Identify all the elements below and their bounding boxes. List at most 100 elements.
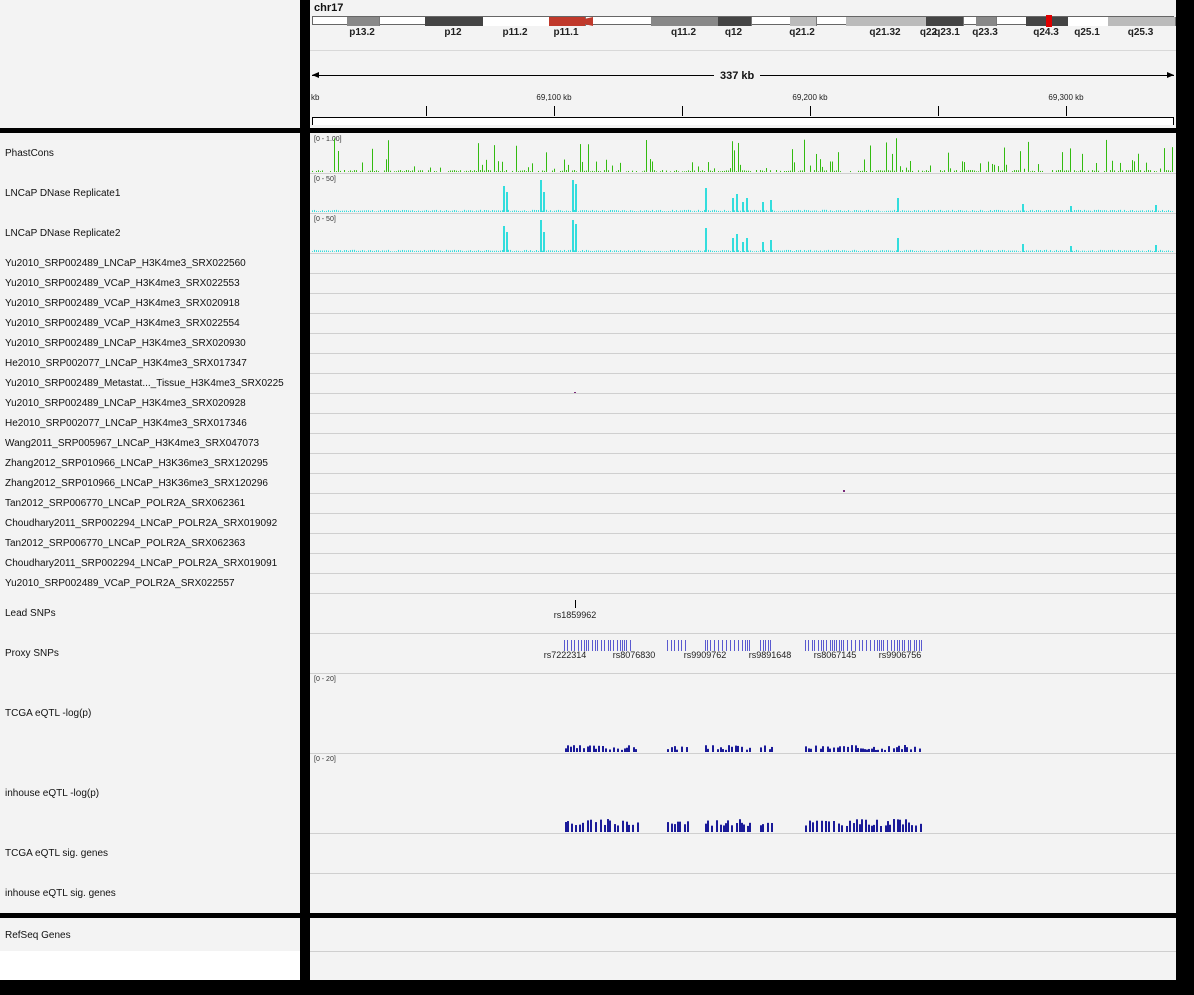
dnase-1-track[interactable] [310, 173, 1176, 213]
phastcons-bar [1172, 147, 1173, 172]
chip-track-row[interactable] [310, 333, 1176, 334]
chip-track-row[interactable] [310, 433, 1176, 434]
phastcons-bar [814, 170, 815, 172]
dnase-bar [630, 250, 631, 252]
track-label-dnase-1[interactable]: LNCaP DNase Replicate1 [5, 188, 121, 199]
chip-track-row[interactable] [310, 473, 1176, 474]
ideogram-band[interactable] [976, 17, 997, 26]
track-label-chip[interactable]: Wang2011_SRP005967_LNCaP_H3K4me3_SRX0470… [5, 438, 260, 449]
chip-track-row[interactable] [310, 593, 1176, 594]
track-label-chip[interactable]: Yu2010_SRP002489_VCaP_H3K4me3_SRX020918 [5, 298, 240, 309]
track-label-chip[interactable]: Tan2012_SRP006770_LNCaP_POLR2A_SRX062361 [5, 498, 246, 509]
dnase-bar [1112, 210, 1113, 212]
dnase-bar [804, 209, 805, 212]
track-label-chip[interactable]: Yu2010_SRP002489_Metastat..._Tissue_H3K4… [5, 378, 284, 389]
dnase-bar [638, 250, 639, 252]
phastcons-bar [474, 170, 475, 172]
inhouse-eqtl-track[interactable] [310, 753, 1176, 833]
track-label-chip[interactable]: Yu2010_SRP002489_LNCaP_H3K4me3_SRX022560 [5, 258, 246, 269]
track-label-chip[interactable]: Yu2010_SRP002489_VCaP_POLR2A_SRX022557 [5, 578, 235, 589]
chip-track-row[interactable] [310, 513, 1176, 514]
track-label-chip[interactable]: He2010_SRP002077_LNCaP_H3K4me3_SRX017346 [5, 418, 247, 429]
dnase-bar [1098, 209, 1099, 212]
dnase-bar [460, 211, 461, 212]
chip-track-row[interactable] [310, 533, 1176, 534]
dnase-bar [778, 250, 779, 252]
proxy-snps-track[interactable] [310, 638, 1176, 658]
dnase-bar [918, 210, 919, 212]
phastcons-track[interactable] [310, 133, 1176, 173]
chip-track-row[interactable] [310, 573, 1176, 574]
chromosome-ideogram[interactable] [312, 15, 1176, 27]
dnase-bar [494, 210, 495, 212]
dnase-bar [566, 210, 567, 212]
chip-track-row[interactable] [310, 413, 1176, 414]
track-label-refseq[interactable]: RefSeq Genes [5, 930, 71, 941]
tcga-eqtl-track[interactable] [310, 673, 1176, 753]
chip-track-row[interactable] [310, 273, 1176, 274]
dnase-bar [518, 210, 519, 212]
refseq-name-panel: RefSeq Genes [0, 918, 300, 980]
eqtl-bar [567, 821, 569, 832]
dnase-bar [962, 250, 963, 252]
phastcons-bar [790, 170, 791, 172]
dnase-bar [404, 210, 405, 212]
track-label-chip[interactable]: Yu2010_SRP002489_VCaP_H3K4me3_SRX022554 [5, 318, 240, 329]
track-label-tcga-sig-genes[interactable]: TCGA eQTL sig. genes [5, 848, 109, 859]
ideogram-band[interactable] [933, 17, 964, 26]
chip-track-row[interactable] [310, 293, 1176, 294]
dnase-bar [470, 210, 471, 212]
dnase-bar [958, 210, 959, 212]
track-label-inhouse-eqtl[interactable]: inhouse eQTL -log(p) [5, 788, 100, 799]
dnase-bar [646, 251, 647, 252]
dnase-bar [666, 251, 667, 252]
phastcons-bar [1020, 151, 1021, 172]
proxy-snp-mark [841, 640, 842, 651]
track-label-phastcons[interactable]: PhastCons [5, 148, 54, 159]
track-label-chip[interactable]: Zhang2012_SRP010966_LNCaP_H3K36me3_SRX12… [5, 458, 268, 469]
track-label-chip[interactable]: Tan2012_SRP006770_LNCaP_POLR2A_SRX062363 [5, 538, 246, 549]
dnase-bar [448, 210, 449, 212]
ideogram-band[interactable] [347, 17, 380, 26]
track-label-proxy-snps[interactable]: Proxy SNPs [5, 648, 59, 659]
lead-snp-mark[interactable] [575, 600, 576, 608]
track-label-tcga-eqtl[interactable]: TCGA eQTL -log(p) [5, 708, 92, 719]
ideogram-band[interactable] [718, 17, 752, 26]
dnase-bar [560, 250, 561, 252]
track-label-inhouse-sig-genes[interactable]: inhouse eQTL sig. genes [5, 888, 116, 899]
chip-track-row[interactable] [310, 313, 1176, 314]
chip-track-row[interactable] [310, 453, 1176, 454]
eqtl-bar [711, 825, 713, 832]
track-label-chip[interactable]: Yu2010_SRP002489_VCaP_H3K4me3_SRX022553 [5, 278, 240, 289]
track-label-chip[interactable]: Zhang2012_SRP010966_LNCaP_H3K36me3_SRX12… [5, 478, 268, 489]
track-label-chip[interactable]: Choudhary2011_SRP002294_LNCaP_POLR2A_SRX… [5, 518, 278, 529]
dnase-bar [340, 210, 341, 212]
chip-track-row[interactable] [310, 353, 1176, 354]
chip-track-row[interactable] [310, 493, 1176, 494]
dnase-bar [532, 251, 533, 252]
track-data-panel[interactable]: [0 - 1.00] [0 - 50] [0 - 50] rs1859962 r… [310, 133, 1176, 913]
dnase-2-track[interactable] [310, 213, 1176, 253]
dnase-bar [508, 249, 509, 252]
ideogram-band[interactable] [1108, 17, 1176, 26]
phastcons-bar [912, 170, 913, 172]
dnase-bar [820, 211, 821, 212]
dnase-peak [762, 202, 764, 212]
chip-track-row[interactable] [310, 373, 1176, 374]
track-label-chip[interactable]: Yu2010_SRP002489_LNCaP_H3K4me3_SRX020928 [5, 398, 246, 409]
track-label-chip[interactable]: Yu2010_SRP002489_LNCaP_H3K4me3_SRX020930 [5, 338, 246, 349]
chip-track-row[interactable] [310, 393, 1176, 394]
dnase-bar [348, 210, 349, 212]
dnase-bar [692, 211, 693, 212]
eqtl-bar [893, 819, 895, 832]
ideogram-band[interactable] [790, 17, 817, 26]
chip-track-row[interactable] [310, 553, 1176, 554]
refseq-track-panel[interactable] [310, 918, 1176, 980]
track-label-dnase-2[interactable]: LNCaP DNase Replicate2 [5, 228, 121, 239]
dnase-bar [700, 250, 701, 252]
dnase-bar [906, 249, 907, 252]
track-label-lead-snps[interactable]: Lead SNPs [5, 608, 56, 619]
track-label-chip[interactable]: He2010_SRP002077_LNCaP_H3K4me3_SRX017347 [5, 358, 247, 369]
track-label-chip[interactable]: Choudhary2011_SRP002294_LNCaP_POLR2A_SRX… [5, 558, 278, 569]
dnase-bar [1066, 250, 1067, 252]
